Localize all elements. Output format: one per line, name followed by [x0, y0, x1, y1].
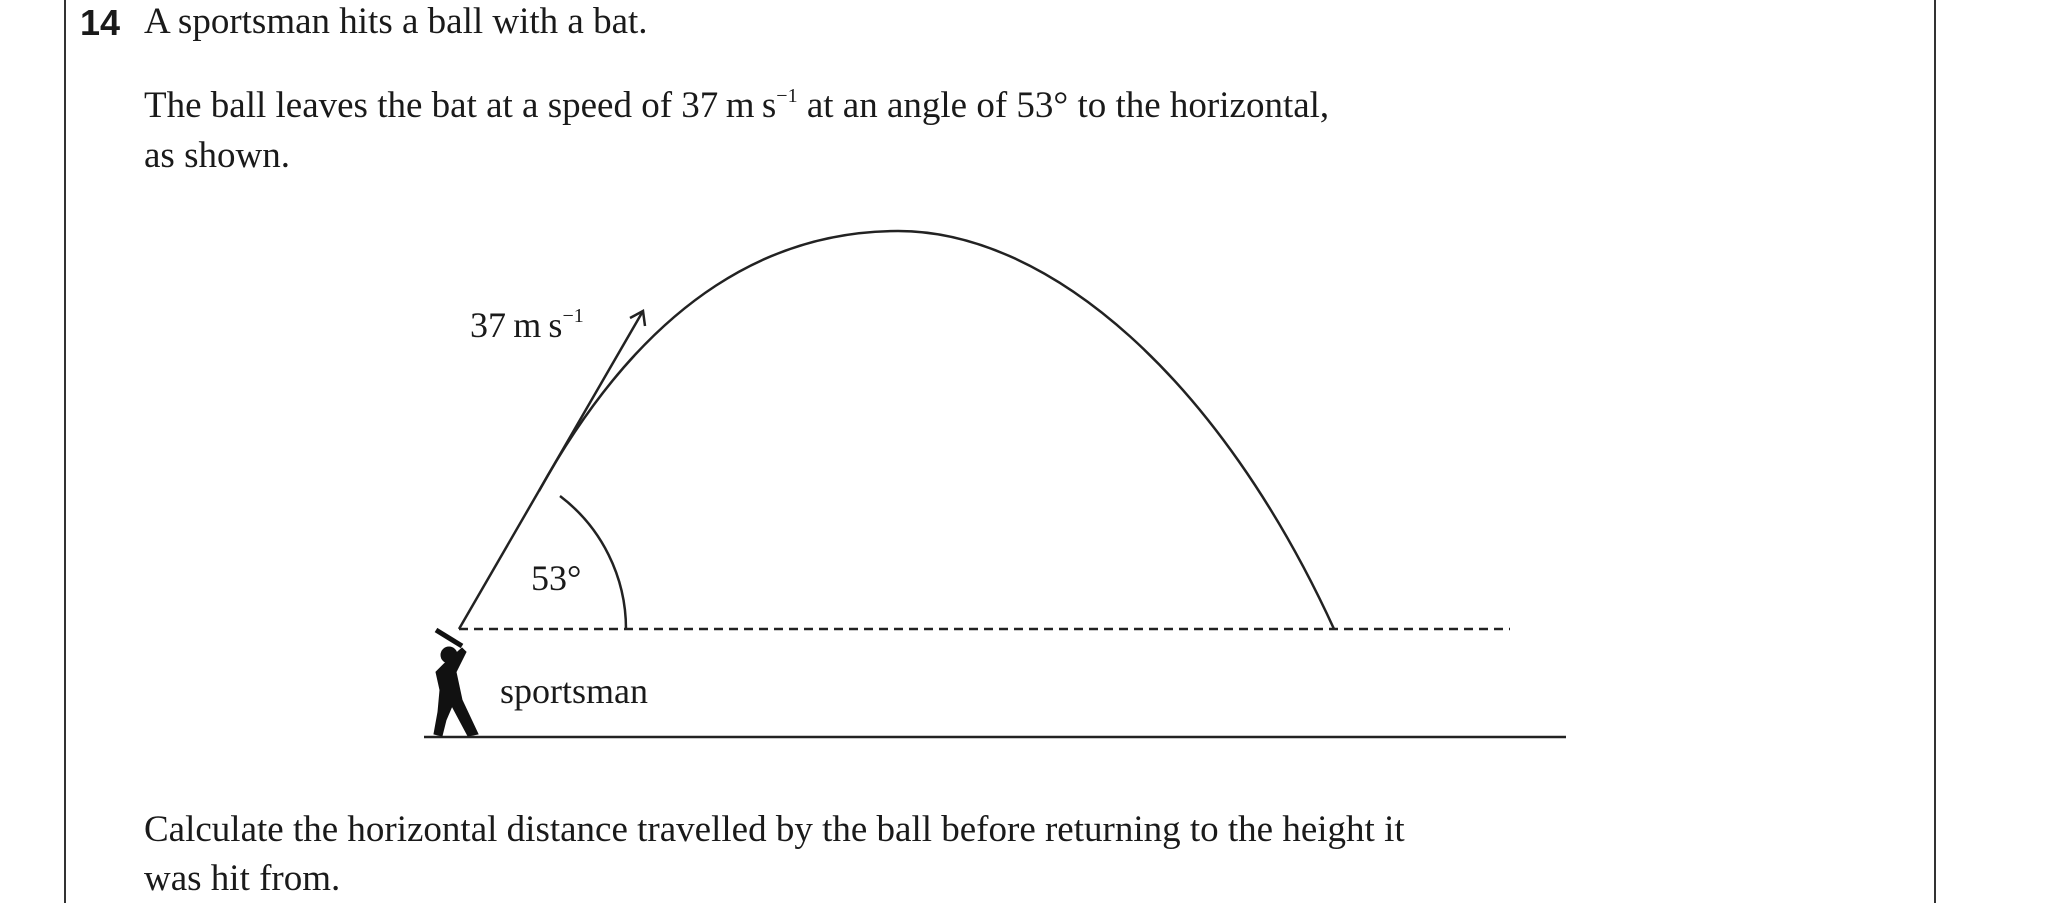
angle-label: 53°: [531, 558, 581, 598]
superscript: −1: [776, 85, 798, 107]
speed-label: 37 m s−1: [470, 305, 584, 345]
arrow-head-icon: [629, 309, 647, 327]
question-number: 14: [80, 2, 121, 43]
task-line2: was hit from.: [144, 858, 341, 899]
angle-arc: [559, 495, 628, 630]
question-paragraph-line1: The ball leaves the bat at a speed of 37…: [144, 84, 1329, 127]
batter-silhouette-icon: [433, 627, 479, 737]
question-intro: A sportsman hits a ball with a bat.: [144, 1, 648, 42]
text: at an angle of 53° to the horizontal,: [797, 85, 1330, 126]
text: The ball leaves the bat at a speed of 37…: [144, 85, 777, 126]
task-line1: Calculate the horizontal distance travel…: [144, 809, 1405, 850]
page-border-left: [64, 0, 66, 903]
question-paragraph-line2: as shown.: [144, 135, 290, 176]
sportsman-label: sportsman: [500, 671, 648, 711]
page-border-right: [1934, 0, 1936, 903]
trajectory-curve: [537, 229, 1336, 630]
